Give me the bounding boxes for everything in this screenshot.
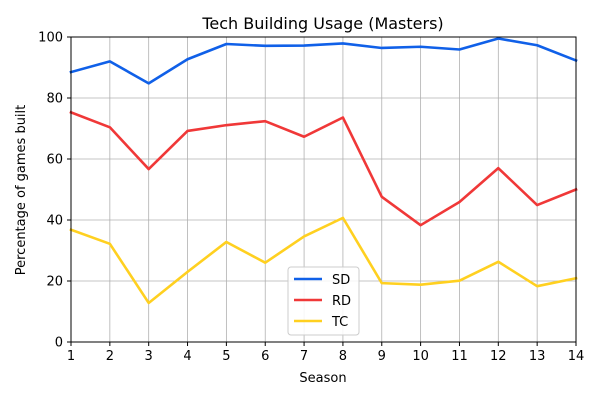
x-tick-label: 2 (106, 349, 114, 364)
x-tick-label: 14 (568, 349, 585, 364)
y-tick-label: 40 (46, 214, 63, 229)
series-lines (69, 37, 578, 305)
x-tick-label: 3 (145, 349, 153, 364)
y-axis-label: Percentage of games built (14, 105, 29, 276)
series-line-sd (69, 37, 578, 85)
x-tick-label: 10 (412, 349, 429, 364)
chart-title: Tech Building Usage (Masters) (201, 14, 443, 33)
x-tick-label: 4 (183, 349, 191, 364)
y-axis-ticks: 0 20 40 60 80 100 (38, 31, 71, 351)
x-tick-label: 11 (451, 349, 468, 364)
x-tick-label: 7 (300, 349, 308, 364)
x-tick-label: 12 (490, 349, 507, 364)
x-tick-label: 1 (67, 349, 75, 364)
legend: SD RD TC (287, 266, 360, 336)
x-tick-label: 13 (529, 349, 546, 364)
legend-label-tc: TC (331, 315, 348, 330)
y-tick-label: 20 (46, 275, 63, 290)
x-tick-label: 9 (378, 349, 386, 364)
y-tick-label: 100 (38, 31, 63, 46)
y-tick-label: 60 (46, 153, 63, 168)
series-line-rd (69, 110, 578, 227)
x-axis-label: Season (299, 371, 346, 386)
legend-label-sd: SD (332, 273, 350, 288)
legend-box (287, 266, 360, 336)
plot-frame (70, 36, 577, 343)
x-axis-ticks: 1 2 3 4 5 6 7 8 9 10 11 12 13 14 (67, 342, 584, 364)
series-line-tc (69, 216, 578, 305)
x-tick-label: 8 (339, 349, 347, 364)
x-tick-label: 5 (222, 349, 230, 364)
y-tick-label: 80 (46, 92, 63, 107)
x-tick-label: 6 (261, 349, 269, 364)
y-tick-label: 0 (55, 336, 63, 351)
legend-label-rd: RD (332, 294, 351, 309)
